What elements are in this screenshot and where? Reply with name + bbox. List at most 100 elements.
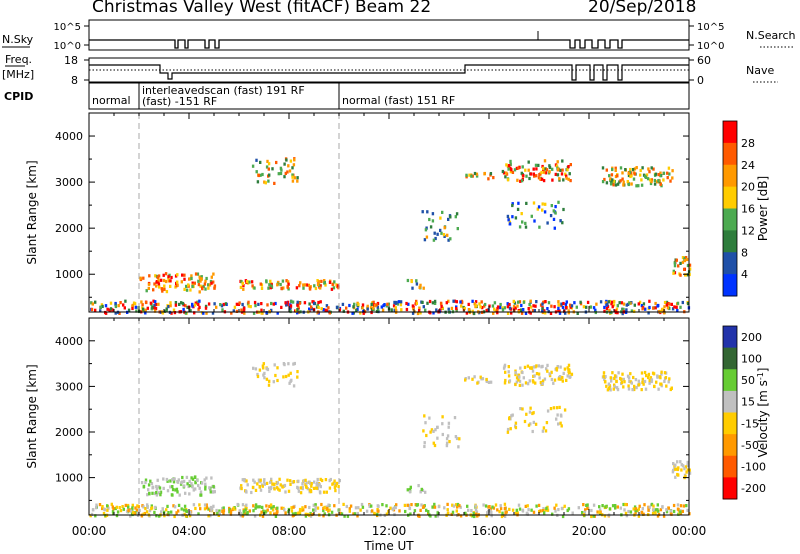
range-cell [183, 484, 186, 488]
range-cell [222, 509, 226, 513]
range-cell [284, 490, 287, 494]
freq-strip: 18 8 60 0 Freq. [MHz] Nave [2, 53, 778, 87]
range-cell [517, 166, 520, 170]
range-cell [459, 514, 463, 518]
range-cell [265, 165, 269, 169]
range-cell [267, 179, 270, 183]
range-cell [508, 417, 511, 421]
range-cell [456, 227, 459, 231]
range-cell [506, 430, 510, 434]
range-cell [563, 504, 566, 508]
range-cell [209, 490, 212, 494]
range-cell [134, 506, 137, 510]
range-cell [259, 488, 263, 492]
range-cell [207, 286, 210, 290]
range-cell [565, 378, 568, 382]
range-cell [188, 484, 191, 488]
range-cell [362, 311, 365, 315]
x-axis-label: Time UT [363, 539, 414, 553]
range-cell [679, 261, 682, 265]
range-cell [271, 508, 275, 512]
colorbar-tick-label: 16 [741, 203, 755, 216]
range-cell [433, 443, 437, 448]
range-cell [338, 308, 341, 312]
range-cell [622, 302, 626, 306]
range-cell [517, 300, 520, 304]
range-cell [329, 477, 332, 482]
range-cell [287, 164, 290, 168]
range-cell [254, 367, 258, 371]
range-cell [309, 514, 313, 518]
range-cell [425, 226, 428, 230]
range-cell [546, 369, 549, 373]
range-cell [592, 503, 596, 507]
range-cell [635, 386, 638, 390]
range-cell [426, 301, 429, 305]
range-cell [280, 168, 283, 172]
range-cell [173, 477, 176, 481]
range-cell [240, 280, 243, 284]
range-cell [508, 507, 511, 511]
range-cell [222, 302, 225, 307]
range-cell [276, 283, 279, 287]
range-cell [590, 508, 593, 513]
range-cell [95, 503, 98, 507]
range-cell [155, 280, 158, 284]
range-cell [632, 507, 635, 511]
range-cell [176, 480, 179, 484]
range-cell [544, 171, 548, 175]
range-cell [618, 301, 621, 305]
range-cell [296, 370, 299, 374]
range-cell [447, 511, 450, 515]
range-cell [459, 300, 462, 304]
range-cell [434, 236, 437, 241]
range-cell [415, 279, 418, 283]
range-cell [302, 479, 305, 483]
range-cell [372, 300, 375, 304]
range-cell [652, 508, 655, 512]
range-cell [503, 502, 507, 506]
range-cell [685, 504, 688, 508]
range-cell [264, 181, 267, 185]
range-cell [665, 384, 668, 388]
range-cell [542, 426, 546, 430]
cpid-label: CPID [4, 90, 33, 103]
y-tick-label: 3000 [55, 380, 83, 393]
range-cell [101, 506, 104, 511]
range-cell [301, 485, 304, 489]
range-cell [283, 508, 286, 512]
range-cell [440, 304, 443, 308]
range-cell [584, 508, 587, 512]
range-cell [312, 508, 315, 512]
range-cell [537, 364, 541, 368]
range-cell [492, 311, 495, 315]
range-cell [676, 308, 679, 313]
range-cell [526, 382, 530, 386]
range-cell [281, 485, 284, 489]
range-cell [586, 300, 590, 304]
range-cell [182, 479, 186, 483]
range-cell [252, 478, 255, 482]
range-cell [621, 372, 624, 376]
range-cell [232, 506, 235, 510]
range-cell [287, 373, 290, 377]
range-cell [610, 379, 613, 383]
range-cell [188, 514, 192, 518]
range-cell [404, 509, 407, 514]
range-cell [325, 309, 329, 313]
range-cell [273, 482, 276, 487]
range-cell [176, 283, 179, 287]
range-cell [614, 168, 617, 172]
range-cell [422, 305, 425, 309]
range-cell [335, 481, 339, 485]
range-cell [305, 485, 308, 489]
range-cell [296, 303, 299, 307]
range-cell [474, 504, 477, 508]
range-cell [177, 509, 180, 513]
range-cell [637, 383, 640, 387]
range-cell [331, 282, 334, 287]
range-cell [532, 365, 536, 369]
range-cell [445, 437, 449, 441]
range-cell [318, 490, 322, 494]
